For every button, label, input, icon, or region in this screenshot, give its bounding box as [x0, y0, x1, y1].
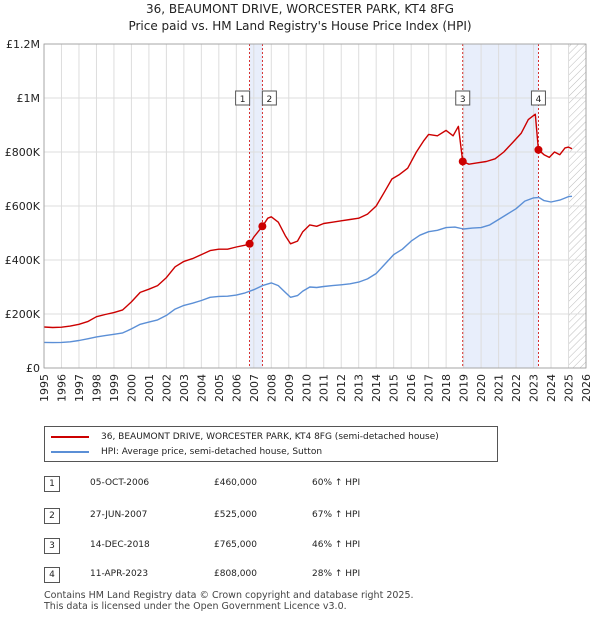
x-tick-label: 2003 [178, 374, 191, 402]
x-tick-label: 2022 [510, 374, 523, 402]
transaction-date: 11-APR-2023 [90, 569, 149, 579]
price-chart: 1 2 3 4 £0 £200K £400K £600K £800K £1M £1.2M 1995 1… [5, 38, 593, 402]
sale-point [245, 239, 254, 248]
x-tick-label: 2000 [125, 374, 138, 402]
transaction-number: 1 [44, 476, 60, 492]
marker-label-box [261, 90, 277, 106]
series-line-hpi [43, 195, 573, 344]
x-tick-label: 2010 [300, 374, 313, 402]
x-tick-label: 2017 [423, 374, 436, 402]
x-tick-label: 2019 [458, 374, 471, 402]
transaction-price: £525,000 [214, 510, 257, 520]
y-tick-label: £1.2M [6, 38, 40, 51]
plot-frame [43, 43, 587, 369]
y-tick-label: £200K [5, 308, 41, 321]
x-tick-label: 2001 [143, 374, 156, 402]
x-tick-label: 2015 [388, 374, 401, 402]
x-tick-label: 2007 [248, 374, 261, 402]
chart-subtitle: Price paid vs. HM Land Registry's House … [128, 19, 472, 33]
y-tick-label: £1M [17, 92, 41, 105]
x-tick-label: 2005 [213, 374, 226, 402]
legend-label-property: 36, BEAUMONT DRIVE, WORCESTER PARK, KT4 … [101, 432, 439, 442]
transaction-date: 05-OCT-2006 [90, 478, 150, 488]
transaction-date: 14-DEC-2018 [90, 540, 150, 550]
x-tick-label: 1995 [38, 374, 51, 402]
sale-point [534, 145, 543, 154]
footer-copyright: Contains HM Land Registry data © Crown c… [44, 590, 414, 601]
transaction-price: £460,000 [214, 478, 257, 488]
sale-point [258, 222, 267, 231]
marker-label: 2 [267, 95, 273, 105]
x-tick-label: 1999 [108, 374, 121, 402]
x-tick-label: 2020 [475, 374, 488, 402]
x-tick-label: 2025 [563, 374, 576, 402]
transaction-hpi: 46% ↑ HPI [312, 540, 361, 550]
x-tick-label: 2012 [335, 374, 348, 402]
legend: 36, BEAUMONT DRIVE, WORCESTER PARK, KT4 … [44, 426, 498, 462]
chart-title: 36, BEAUMONT DRIVE, WORCESTER PARK, KT4 … [146, 2, 454, 16]
series-line-property [43, 113, 573, 329]
x-tick-label: 2023 [528, 374, 541, 402]
transaction-row: 3 14-DEC-2018 £765,000 46% ↑ HPI [44, 538, 496, 554]
x-tick-label: 2008 [265, 374, 278, 402]
transaction-number: 4 [44, 567, 60, 583]
marker-label: 3 [460, 95, 466, 105]
legend-label-hpi: HPI: Average price, semi-detached house,… [101, 447, 323, 457]
x-tick-label: 2011 [318, 374, 331, 402]
legend-item-hpi: HPI: Average price, semi-detached house,… [51, 445, 322, 459]
y-tick-label: £400K [5, 254, 41, 267]
legend-line-hpi [51, 451, 89, 453]
marker-label: 1 [240, 95, 246, 105]
marker-label-box [530, 90, 546, 106]
x-tick-label: 1998 [91, 374, 104, 402]
transaction-row: 4 11-APR-2023 £808,000 28% ↑ HPI [44, 567, 496, 583]
transaction-price: £765,000 [214, 540, 257, 550]
x-tick-label: 2009 [283, 374, 296, 402]
x-tick-label: 2014 [370, 374, 383, 402]
x-tick-label: 2004 [195, 374, 208, 402]
sale-point [458, 157, 467, 166]
transaction-row: 1 05-OCT-2006 £460,000 60% ↑ HPI [44, 476, 496, 492]
transaction-hpi: 67% ↑ HPI [312, 510, 361, 520]
y-tick-label: £600K [5, 200, 41, 213]
x-tick-label: 2018 [440, 374, 453, 402]
y-tick-label: £800K [5, 146, 41, 159]
transaction-row: 2 27-JUN-2007 £525,000 67% ↑ HPI [44, 508, 496, 524]
transaction-date: 27-JUN-2007 [90, 510, 148, 520]
marker-label-box [455, 90, 471, 106]
marker-label: 4 [536, 95, 542, 105]
marker-label-box [235, 90, 251, 106]
transaction-hpi: 28% ↑ HPI [312, 569, 361, 579]
x-tick-label: 2002 [160, 374, 173, 402]
transaction-number: 2 [44, 508, 60, 524]
y-tick-label: £0 [26, 362, 40, 375]
x-tick-label: 2026 [580, 374, 593, 402]
transaction-hpi: 60% ↑ HPI [312, 478, 361, 488]
x-tick-label: 1996 [56, 374, 69, 402]
x-tick-label: 2016 [405, 374, 418, 402]
footer-licence: This data is licensed under the Open Gov… [44, 601, 347, 612]
x-tick-label: 2006 [230, 374, 243, 402]
x-tick-label: 2024 [545, 374, 558, 402]
transaction-price: £808,000 [214, 569, 257, 579]
x-tick-label: 1997 [73, 374, 86, 402]
legend-item-property: 36, BEAUMONT DRIVE, WORCESTER PARK, KT4 … [51, 430, 439, 444]
x-tick-label: 2013 [353, 374, 366, 402]
transaction-number: 3 [44, 538, 60, 554]
legend-line-property [51, 436, 89, 438]
x-tick-label: 2021 [493, 374, 506, 402]
